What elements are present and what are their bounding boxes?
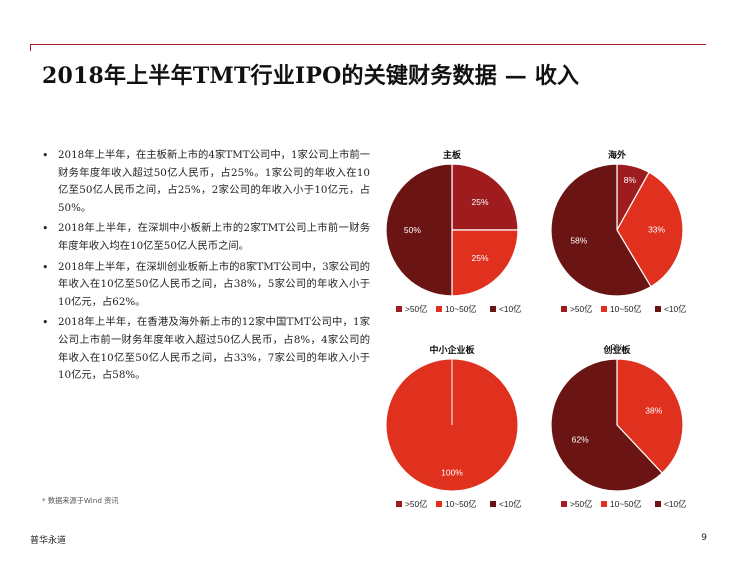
legend-label: >50亿: [405, 499, 427, 509]
bullet-item: 2018年上半年，在主板新上市的4家TMT公司中，1家公司上市前一财务年度年收入…: [40, 147, 370, 217]
chart-title: 中小企业板: [429, 344, 475, 355]
brand-name: 普华永道: [30, 536, 67, 546]
legend-label: <10亿: [499, 499, 521, 509]
slice-label: 8%: [624, 175, 637, 185]
page-title: 2018年上半年TMT行业IPO的关键财务数据 — 收入: [42, 63, 580, 89]
pie-slice: [616, 358, 684, 474]
slice-label: 0%: [611, 342, 624, 352]
legend-label: <10亿: [664, 304, 686, 314]
legend-swatch: [655, 501, 661, 507]
slice-label: 58%: [570, 236, 587, 246]
legend-label: >50亿: [405, 304, 427, 314]
pie-slice: [385, 163, 453, 297]
chart-title: 海外: [608, 149, 626, 160]
legend-swatch: [601, 501, 607, 507]
slice-label: 38%: [645, 405, 662, 415]
legend-swatch: [436, 501, 442, 507]
legend-label: 10~50亿: [610, 499, 642, 509]
legend-swatch: [396, 306, 402, 312]
bullet-item: 2018年上半年，在香港及海外新上市的12家中国TMT公司中，1家公司上市前一财…: [40, 314, 370, 384]
top-rule-tick: [30, 44, 31, 51]
legend-swatch: [490, 501, 496, 507]
page-number: 9: [701, 533, 707, 543]
bullet-item: 2018年上半年，在深圳创业板新上市的8家TMT公司中，3家公司的年收入在10亿…: [40, 259, 370, 312]
slice-label: 100%: [441, 468, 463, 478]
legend-label: <10亿: [499, 304, 521, 314]
legend-swatch: [655, 306, 661, 312]
slice-label: 62%: [572, 435, 589, 445]
bullet-list: 2018年上半年，在主板新上市的4家TMT公司中，1家公司上市前一财务年度年收入…: [40, 147, 370, 388]
legend-label: >50亿: [570, 499, 592, 509]
legend-swatch: [490, 306, 496, 312]
pie-slice: [616, 171, 684, 288]
pie-slice: [550, 163, 652, 297]
legend-swatch: [601, 306, 607, 312]
legend-label: 10~50亿: [610, 304, 642, 314]
pie-chart: 海外 8% 33% 58% >50亿 10~50亿 <10亿: [550, 149, 686, 314]
legend-label: 10~50亿: [445, 499, 477, 509]
legend-swatch: [436, 306, 442, 312]
slice-label: 33%: [648, 224, 665, 234]
slice-label: 25%: [471, 197, 488, 207]
pie-chart: 中小企业板 100% >50亿 10~50亿 <10亿: [385, 344, 521, 509]
pie-chart: 主板 25% 25% 50% >50亿 10~50亿 <10亿: [385, 149, 521, 314]
chart-title: 主板: [443, 149, 462, 160]
pie-slice: [451, 163, 519, 231]
pie-slice: [451, 229, 519, 297]
bullet-item: 2018年上半年，在深圳中小板新上市的2家TMT公司上市前一财务年度年收入均在1…: [40, 220, 370, 255]
legend-label: <10亿: [664, 499, 686, 509]
slice-label: 25%: [471, 253, 488, 263]
top-rule: [30, 44, 706, 45]
legend-label: >50亿: [570, 304, 592, 314]
slice-label: 50%: [404, 225, 421, 235]
legend-swatch: [396, 501, 402, 507]
chart-title: 创业板: [602, 344, 631, 355]
pie-charts: 主板 25% 25% 50% >50亿 10~50亿 <10亿 海外 8% 33% 58% >50亿 1…: [385, 149, 686, 509]
pie-slice: [550, 358, 664, 492]
legend-label: 10~50亿: [445, 304, 477, 314]
footnote: * 数据来源于Wind 资讯: [42, 496, 119, 505]
legend-swatch: [561, 306, 567, 312]
legend-swatch: [561, 501, 567, 507]
